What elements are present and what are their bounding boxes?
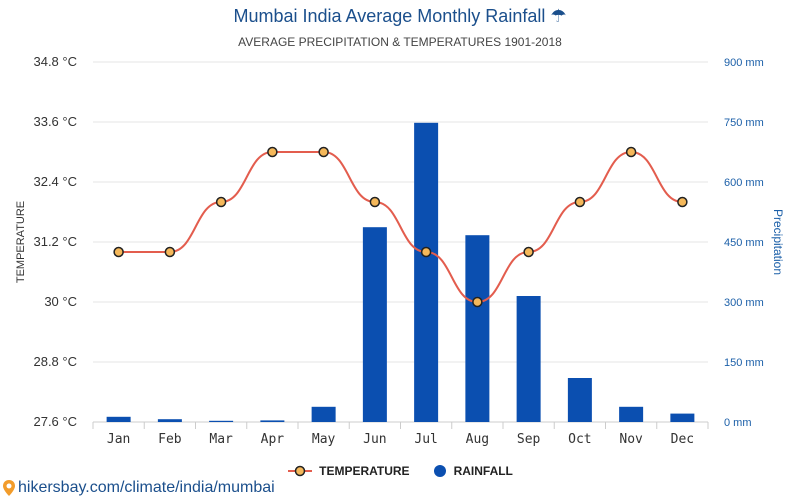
x-tick-label: Oct — [568, 432, 591, 447]
x-tick-label: Jun — [363, 432, 386, 447]
source-link[interactable]: hikersbay.com/climate/india/mumbai — [2, 479, 275, 497]
temperature-point — [215, 196, 227, 208]
left-axis-title: TEMPERATURE — [15, 201, 27, 283]
rainfall-legend-icon — [433, 465, 446, 477]
left-tick-label: 31.2 °C — [33, 234, 77, 249]
rainfall-bar — [157, 419, 182, 422]
right-tick-label: 0 mm — [724, 417, 752, 429]
rainfall-bar — [619, 406, 644, 422]
rainfall-bar — [414, 122, 439, 423]
temperature-point — [164, 246, 176, 258]
rainfall-bar — [516, 296, 541, 422]
temperature-point — [625, 146, 637, 158]
temperature-point — [523, 246, 534, 258]
right-tick-label: 300 mm — [724, 297, 764, 309]
temperature-point — [677, 196, 688, 208]
temperature-markers — [113, 146, 688, 308]
rainfall-bars — [106, 122, 695, 423]
chart-title-text: Mumbai India Average Monthly Rainfall — [233, 6, 546, 26]
right-axis-ticks: 900 mm 750 mm 600 mm 450 mm 300 mm 150 mm 0 mm — [724, 57, 764, 429]
temperature-point — [420, 246, 432, 258]
right-tick-label: 150 mm — [724, 357, 764, 369]
source-link-text: hikersbay.com/climate/india/mumbai — [18, 479, 275, 496]
left-tick-label: 32.4 °C — [33, 174, 77, 189]
temperature-line-path — [118, 150, 683, 304]
x-tick-label: Dec — [671, 432, 694, 447]
rainfall-bar — [311, 406, 336, 422]
right-axis-title: Precipitation — [771, 209, 785, 275]
umbrella-icon: ☂ — [550, 6, 567, 26]
temperature-point — [472, 296, 483, 308]
temperature-point — [574, 196, 586, 208]
left-axis-ticks: 34.8 °C 33.6 °C 32.4 °C 31.2 °C 30 °C 28.8 °C… — [33, 54, 77, 429]
left-tick-label: 33.6 °C — [33, 114, 77, 129]
rainfall-bar — [106, 416, 131, 422]
legend: TEMPERATURE RAINFALL — [0, 464, 800, 478]
right-tick-label: 450 mm — [724, 237, 764, 249]
rainfall-bar — [465, 235, 490, 422]
left-tick-label: 27.6 °C — [33, 414, 77, 429]
rainfall-bar — [670, 413, 695, 422]
x-tick-label: Mar — [209, 432, 233, 447]
left-tick-label: 34.8 °C — [33, 54, 77, 69]
temperature-legend-icon — [288, 465, 313, 477]
temperature-point — [369, 196, 381, 208]
x-tick-label: Nov — [619, 432, 643, 447]
right-tick-label: 600 mm — [724, 177, 764, 189]
rainfall-bar — [260, 420, 285, 422]
x-tick-label: Jan — [107, 432, 130, 447]
x-tick-label: Feb — [158, 432, 182, 447]
legend-label-rainfall: RAINFALL — [453, 464, 513, 478]
rainfall-bar — [567, 378, 592, 422]
legend-item-temperature[interactable]: TEMPERATURE — [287, 464, 410, 478]
temperature-point — [318, 146, 329, 158]
right-tick-label: 900 mm — [724, 57, 764, 69]
x-tick-label: Sep — [517, 432, 541, 447]
x-tick-label: Apr — [261, 432, 285, 447]
x-tick-label: May — [312, 432, 336, 447]
chart-canvas: 34.8 °C 33.6 °C 32.4 °C 31.2 °C 30 °C 28.8 °C… — [15, 54, 785, 447]
rainfall-bar — [362, 227, 387, 422]
left-tick-label: 28.8 °C — [33, 354, 77, 369]
chart-title: Mumbai India Average Monthly Rainfall ☂ — [0, 6, 800, 27]
left-tick-label: 30 °C — [44, 294, 77, 309]
rainfall-bar — [209, 420, 234, 422]
x-axis-ticks: Jan Feb Mar Apr May Jun Jul Aug Sep Oct Nov Dec — [107, 432, 694, 447]
right-tick-label: 750 mm — [724, 117, 764, 129]
chart-subtitle: AVERAGE PRECIPITATION & TEMPERATURES 190… — [238, 35, 562, 49]
legend-label-temperature: TEMPERATURE — [319, 464, 410, 478]
location-pin-icon — [3, 480, 15, 496]
temperature-point — [113, 246, 124, 258]
grid-lines — [92, 61, 709, 429]
x-tick-label: Jul — [414, 432, 437, 447]
legend-item-rainfall[interactable]: RAINFALL — [432, 464, 513, 478]
temperature-line — [118, 150, 683, 304]
temperature-point — [267, 146, 278, 158]
x-tick-label: Aug — [466, 432, 489, 447]
